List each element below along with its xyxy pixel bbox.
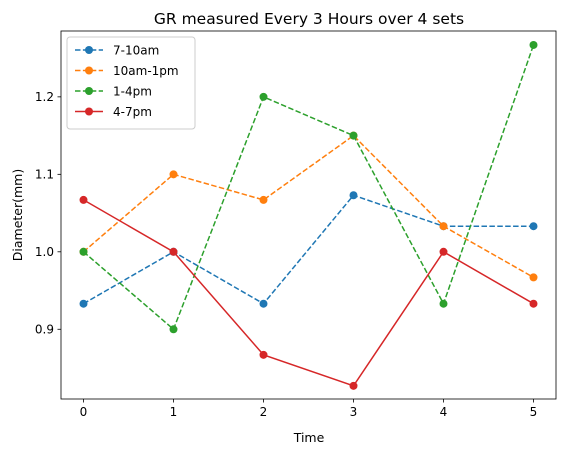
data-point <box>79 195 88 204</box>
data-point <box>259 195 268 204</box>
series-line <box>83 44 535 331</box>
data-point <box>349 191 358 200</box>
x-tick-label: 3 <box>350 405 358 419</box>
legend: 7-10am 10am-1pm 1-4pm 4-7pm <box>66 36 196 130</box>
data-point <box>529 40 538 49</box>
data-point <box>169 325 178 334</box>
y-axis-label: Diameter(mm) <box>10 169 25 261</box>
legend-label: 1-4pm <box>113 85 152 99</box>
series-4-7pm <box>79 195 538 390</box>
data-point <box>259 92 268 101</box>
y-tick-label: 1.1 <box>35 167 54 181</box>
series-line <box>83 134 534 279</box>
data-point <box>169 247 178 256</box>
x-tick-label: 5 <box>530 405 538 419</box>
x-tick-label: 0 <box>80 405 88 419</box>
data-point <box>349 131 358 140</box>
x-tick-label: 4 <box>440 405 448 419</box>
data-point <box>79 247 88 256</box>
legend-label: 10am-1pm <box>113 64 179 78</box>
data-point <box>439 247 448 256</box>
legend-label: 7-10am <box>113 44 159 58</box>
legend-box <box>66 36 196 130</box>
legend-marker <box>85 107 93 116</box>
x-tick-label: 1 <box>170 405 178 419</box>
series-1-4pm <box>79 40 538 334</box>
x-axis-label: Time <box>293 430 325 445</box>
data-point <box>259 299 268 308</box>
series-line <box>83 199 534 387</box>
y-tick-label: 1.0 <box>35 245 54 259</box>
data-point <box>259 350 268 359</box>
data-point <box>529 222 538 231</box>
legend-label: 4-7pm <box>113 105 152 119</box>
data-point <box>439 222 448 231</box>
data-point <box>169 170 178 179</box>
chart-title: GR measured Every 3 Hours over 4 sets <box>154 10 464 28</box>
data-point <box>79 299 88 308</box>
y-tick-label: 1.2 <box>35 90 54 104</box>
plot-frame <box>60 30 557 400</box>
legend-marker <box>85 66 93 75</box>
legend-marker <box>85 46 93 54</box>
plot-area <box>79 40 538 390</box>
legend-marker <box>85 87 93 95</box>
data-point <box>529 299 538 308</box>
data-point <box>349 381 358 390</box>
x-tick-label: 2 <box>260 405 268 419</box>
data-point <box>439 299 448 308</box>
axes: 0 1 2 3 4 5 0.9 1.0 1.1 1.2 <box>35 90 537 419</box>
y-tick-label: 0.9 <box>35 322 54 336</box>
data-point <box>529 273 538 282</box>
series-line <box>83 194 534 305</box>
